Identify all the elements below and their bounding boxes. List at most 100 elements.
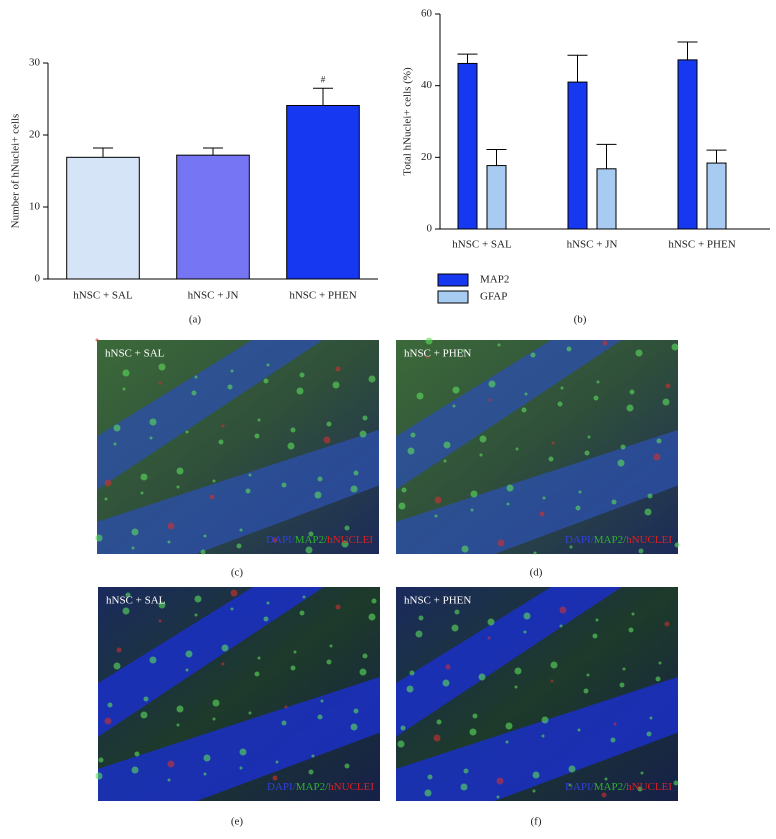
cell <box>107 702 113 708</box>
cell <box>149 418 157 426</box>
error-bar <box>677 41 698 60</box>
cell <box>308 531 314 537</box>
cell <box>326 421 332 427</box>
cell <box>587 435 591 439</box>
cell <box>311 754 315 758</box>
cell <box>362 653 368 659</box>
x-tick-label: hNSC + JN <box>567 239 618 251</box>
y-tick-label: 20 <box>29 129 41 141</box>
cell <box>557 401 563 407</box>
cell <box>415 630 423 638</box>
cell <box>626 404 634 412</box>
cell <box>575 505 581 511</box>
cell <box>203 534 207 538</box>
cell <box>452 386 460 394</box>
cell <box>104 497 108 501</box>
cell <box>281 482 287 488</box>
cell <box>314 491 322 499</box>
cell <box>613 722 617 726</box>
cell <box>95 338 99 342</box>
cell <box>410 432 416 438</box>
annotation: # <box>321 74 326 84</box>
cell <box>158 363 166 371</box>
cell <box>218 439 224 445</box>
cell-layer <box>396 429 678 554</box>
cell <box>203 754 211 762</box>
cell <box>487 618 495 626</box>
cell <box>371 598 377 604</box>
cell <box>505 740 509 744</box>
cell <box>442 679 450 687</box>
cell <box>506 484 514 492</box>
cell <box>559 624 563 628</box>
cell <box>158 619 162 623</box>
stain-label: hNUCLEI <box>626 781 672 793</box>
cell-layer <box>396 587 622 737</box>
cell <box>266 363 270 367</box>
cell <box>299 372 305 378</box>
bar <box>66 156 140 280</box>
cell <box>497 539 505 547</box>
cell <box>245 488 251 494</box>
cell <box>478 673 486 681</box>
cell <box>248 711 252 715</box>
cell <box>461 545 469 553</box>
cell <box>601 792 607 798</box>
y-axis-title: Number of hNuclei+ cells <box>10 114 22 229</box>
cell <box>496 795 500 799</box>
cell <box>664 621 670 627</box>
cell <box>533 551 537 555</box>
panel-caption: (d) <box>530 567 543 579</box>
cell <box>461 349 465 353</box>
y-tick-label: 30 <box>29 57 41 69</box>
cell <box>617 459 625 467</box>
cell <box>665 383 671 389</box>
cell <box>362 415 368 421</box>
cell <box>628 627 634 633</box>
cell <box>113 662 121 670</box>
cell <box>287 442 295 450</box>
cell <box>263 616 269 622</box>
cell-layer <box>97 340 323 490</box>
legend-label: GFAP <box>480 291 507 303</box>
cell <box>341 540 349 548</box>
cell <box>125 592 131 598</box>
cell <box>401 487 407 493</box>
cell <box>671 343 679 351</box>
cell <box>113 442 117 446</box>
cell <box>470 490 478 498</box>
cell <box>140 711 148 719</box>
bar <box>286 104 360 280</box>
cell <box>131 546 135 550</box>
cell <box>578 490 582 494</box>
stain-label: hNUCLEI <box>626 534 672 546</box>
cell <box>176 467 184 475</box>
cell <box>122 369 130 377</box>
cell <box>320 699 324 703</box>
cell <box>655 676 661 682</box>
cell-layer <box>97 429 379 554</box>
cell <box>425 355 429 359</box>
cell <box>326 659 332 665</box>
cell <box>113 424 121 432</box>
cell <box>539 511 545 517</box>
stain-label: hNUCLEI <box>327 534 373 546</box>
cell <box>514 685 518 689</box>
bar <box>457 62 478 230</box>
cell <box>131 528 139 536</box>
cell <box>263 378 269 384</box>
cell <box>209 494 215 500</box>
cell <box>221 644 229 652</box>
cell <box>368 375 376 383</box>
cell <box>619 682 625 688</box>
cell <box>515 447 519 451</box>
cell <box>236 543 242 549</box>
cell <box>496 777 504 785</box>
legend-swatch <box>437 290 469 304</box>
cell <box>595 618 599 622</box>
cell <box>673 780 679 786</box>
cell <box>104 717 112 725</box>
cell <box>541 734 545 738</box>
cell <box>194 375 198 379</box>
error-bar <box>706 149 727 164</box>
